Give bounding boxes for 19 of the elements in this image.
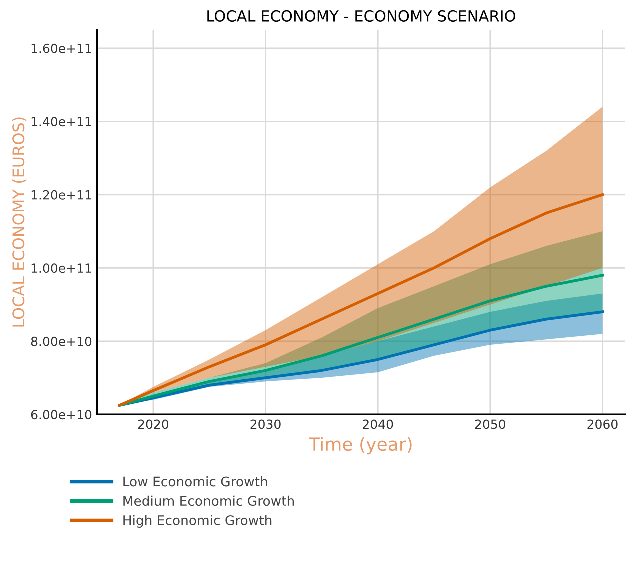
y-tick-label: 1.40e+11 [32, 117, 92, 127]
chart-title: LOCAL ECONOMY - ECONOMY SCENARIO [208, 10, 516, 22]
x-tick-label: 2030 [250, 420, 281, 430]
legend-label: Medium Economic Growth [124, 496, 294, 506]
y-axis-title: LOCAL ECONOMY (EUROS) [12, 118, 27, 327]
x-tick-label: 2050 [475, 420, 506, 430]
y-tick-label: 1.00e+11 [32, 264, 92, 274]
y-tick-label: 1.20e+11 [32, 190, 92, 200]
x-axis-title: Time (year) [309, 437, 412, 455]
x-tick-label: 2040 [363, 420, 394, 430]
line-series [118, 194, 604, 407]
y-tick-label: 6.00e+10 [31, 410, 92, 420]
x-tick-label: 2060 [588, 420, 618, 430]
y-tick-label: 8.00e+10 [31, 336, 92, 346]
legend-label: Low Economic Growth [124, 476, 268, 487]
line-series [118, 274, 604, 407]
x-tick-label: 2020 [138, 420, 169, 430]
legend-label: High Economic Growth [124, 515, 272, 528]
y-tick-label: 1.60e+11 [32, 44, 92, 54]
